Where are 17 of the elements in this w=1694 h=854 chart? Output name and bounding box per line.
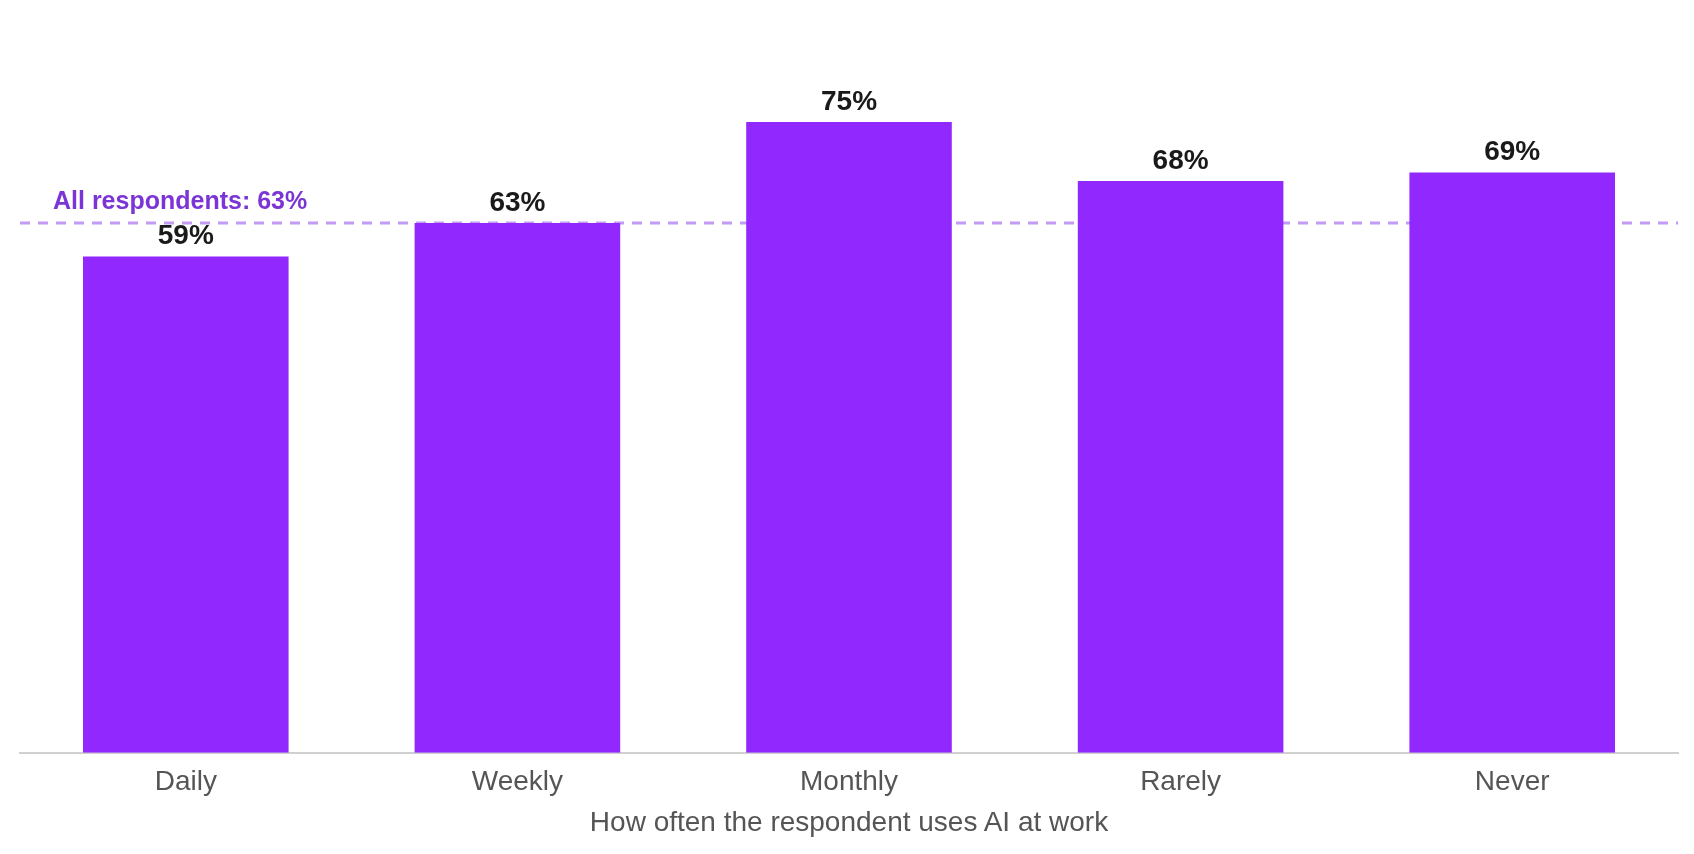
bar xyxy=(1077,180,1284,753)
x-tick-label: Daily xyxy=(154,765,217,797)
ref-line-label: All respondents: 63% xyxy=(53,186,308,215)
bar xyxy=(746,122,952,753)
x-tick-label: Never xyxy=(1474,765,1550,797)
bar xyxy=(414,222,621,753)
data-label: 59% xyxy=(157,219,214,251)
x-tick-label: Weekly xyxy=(471,765,564,797)
bar xyxy=(1409,172,1615,753)
data-label: 75% xyxy=(820,84,878,116)
bar xyxy=(83,256,289,753)
x-axis-title: How often the respondent uses AI at work xyxy=(589,805,1110,837)
data-label: 63% xyxy=(489,185,546,217)
data-label: 68% xyxy=(1152,143,1209,175)
x-tick-label: Monthly xyxy=(799,765,899,797)
x-tick-label: Rarely xyxy=(1140,765,1222,797)
data-label: 69% xyxy=(1484,135,1541,167)
